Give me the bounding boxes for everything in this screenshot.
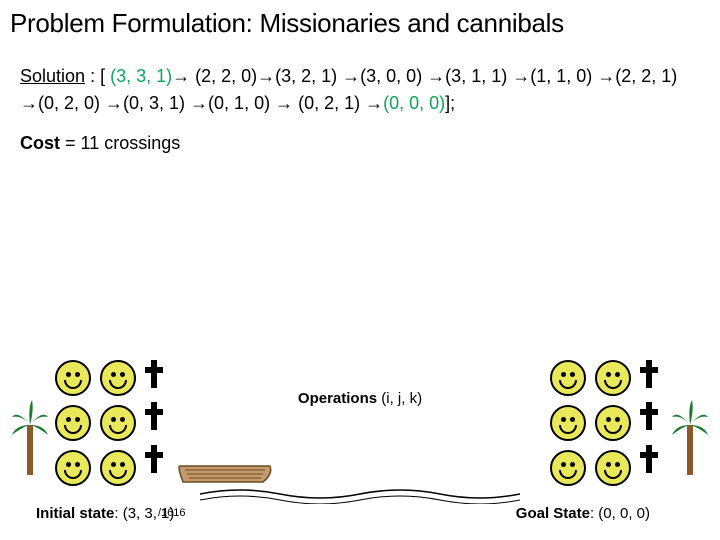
page-title: Problem Formulation: Missionaries and ca… bbox=[0, 0, 720, 39]
smiley-icon bbox=[550, 450, 586, 486]
smiley-icon bbox=[595, 360, 631, 396]
initial-label-text: Initial state bbox=[36, 505, 114, 522]
cross-icon bbox=[145, 445, 163, 473]
page-number: /1616 bbox=[158, 507, 186, 519]
operations-label: Operations (i, j, k) bbox=[298, 390, 422, 407]
cross-icon bbox=[145, 360, 163, 388]
cross-icon bbox=[640, 360, 658, 388]
smiley-icon bbox=[100, 360, 136, 396]
cost-label: Cost bbox=[20, 133, 60, 153]
initial-state-label: Initial state: (3, 3, 1) bbox=[36, 505, 174, 522]
solution-text: Solution : [ (3, 3, 1)→ (2, 2, 0)→(3, 2,… bbox=[0, 39, 720, 117]
smiley-icon bbox=[55, 450, 91, 486]
solution-close: ]; bbox=[445, 93, 455, 113]
start-state: (3, 3, 1) bbox=[110, 66, 172, 86]
goal-label-text: Goal State bbox=[516, 505, 590, 522]
goal-state-label: Goal State: (0, 0, 0) bbox=[516, 505, 650, 522]
smiley-icon bbox=[100, 405, 136, 441]
cross-icon bbox=[640, 445, 658, 473]
boat-icon bbox=[175, 462, 275, 486]
goal-value: : (0, 0, 0) bbox=[590, 505, 650, 522]
solution-label: Solution bbox=[20, 66, 85, 86]
smiley-icon bbox=[100, 450, 136, 486]
smiley-icon bbox=[550, 405, 586, 441]
ops-sub: (i, j, k) bbox=[381, 390, 422, 407]
river-icon bbox=[200, 484, 520, 504]
illustration-region: Operations (i, j, k) bbox=[0, 320, 720, 540]
smiley-icon bbox=[55, 405, 91, 441]
smiley-icon bbox=[550, 360, 586, 396]
solution-sep: : [ bbox=[85, 66, 110, 86]
cross-icon bbox=[640, 402, 658, 430]
cost-text: Cost = 11 crossings bbox=[0, 117, 720, 154]
palm-tree-icon bbox=[670, 395, 710, 475]
palm-tree-icon bbox=[10, 395, 50, 475]
smiley-icon bbox=[55, 360, 91, 396]
smiley-icon bbox=[595, 405, 631, 441]
cost-value: = 11 crossings bbox=[60, 133, 180, 153]
cross-icon bbox=[145, 402, 163, 430]
ops-label-text: Operations bbox=[298, 390, 381, 407]
smiley-icon bbox=[595, 450, 631, 486]
end-state: (0, 0, 0) bbox=[383, 93, 445, 113]
